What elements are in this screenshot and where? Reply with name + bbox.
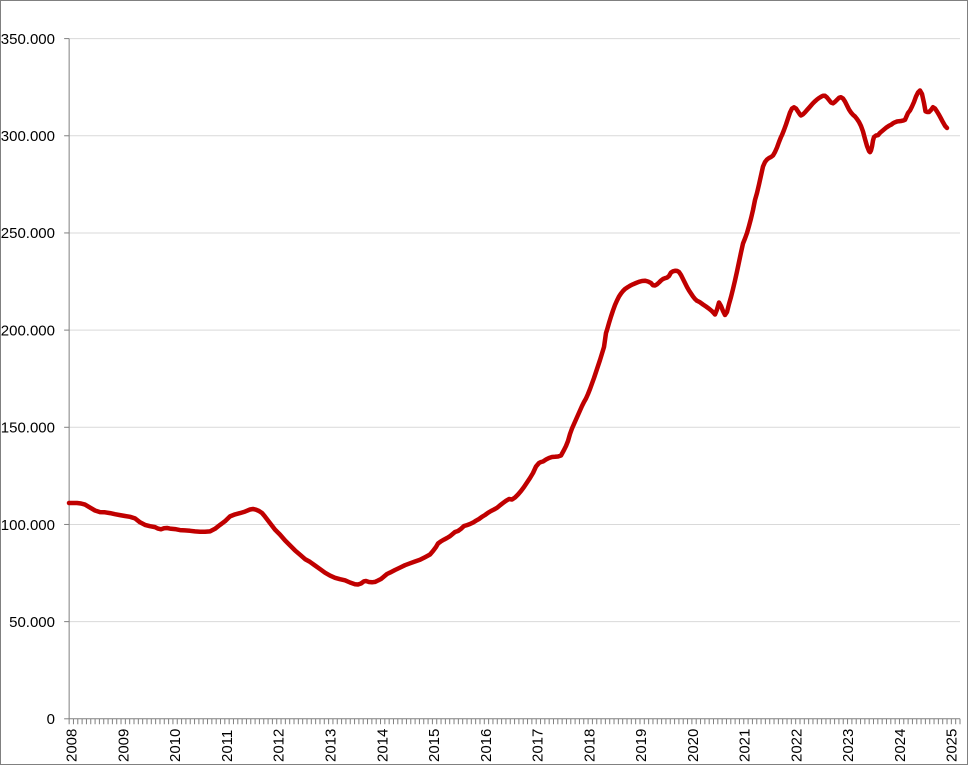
svg-text:2013: 2013 [323, 729, 340, 762]
svg-text:2018: 2018 [581, 729, 598, 762]
svg-text:2025: 2025 [944, 729, 961, 762]
svg-text:2010: 2010 [167, 729, 184, 762]
svg-text:2022: 2022 [788, 729, 805, 762]
svg-text:2009: 2009 [115, 729, 132, 762]
svg-text:2014: 2014 [374, 729, 391, 762]
svg-text:250.000: 250.000 [1, 225, 55, 242]
svg-text:2017: 2017 [530, 729, 547, 762]
svg-text:2012: 2012 [271, 729, 288, 762]
svg-text:100.000: 100.000 [1, 517, 55, 534]
svg-text:300.000: 300.000 [1, 128, 55, 145]
svg-text:150.000: 150.000 [1, 420, 55, 437]
svg-text:2023: 2023 [840, 729, 857, 762]
svg-text:350.000: 350.000 [1, 31, 55, 48]
svg-text:2021: 2021 [737, 729, 754, 762]
svg-text:2015: 2015 [426, 729, 443, 762]
svg-text:50.000: 50.000 [9, 614, 55, 631]
svg-text:2019: 2019 [633, 729, 650, 762]
svg-text:2008: 2008 [64, 729, 81, 762]
svg-text:2024: 2024 [892, 729, 909, 762]
svg-text:2020: 2020 [685, 729, 702, 762]
svg-text:0: 0 [47, 711, 55, 728]
svg-text:2011: 2011 [219, 730, 236, 762]
svg-text:200.000: 200.000 [1, 322, 55, 339]
svg-text:2016: 2016 [478, 729, 495, 762]
